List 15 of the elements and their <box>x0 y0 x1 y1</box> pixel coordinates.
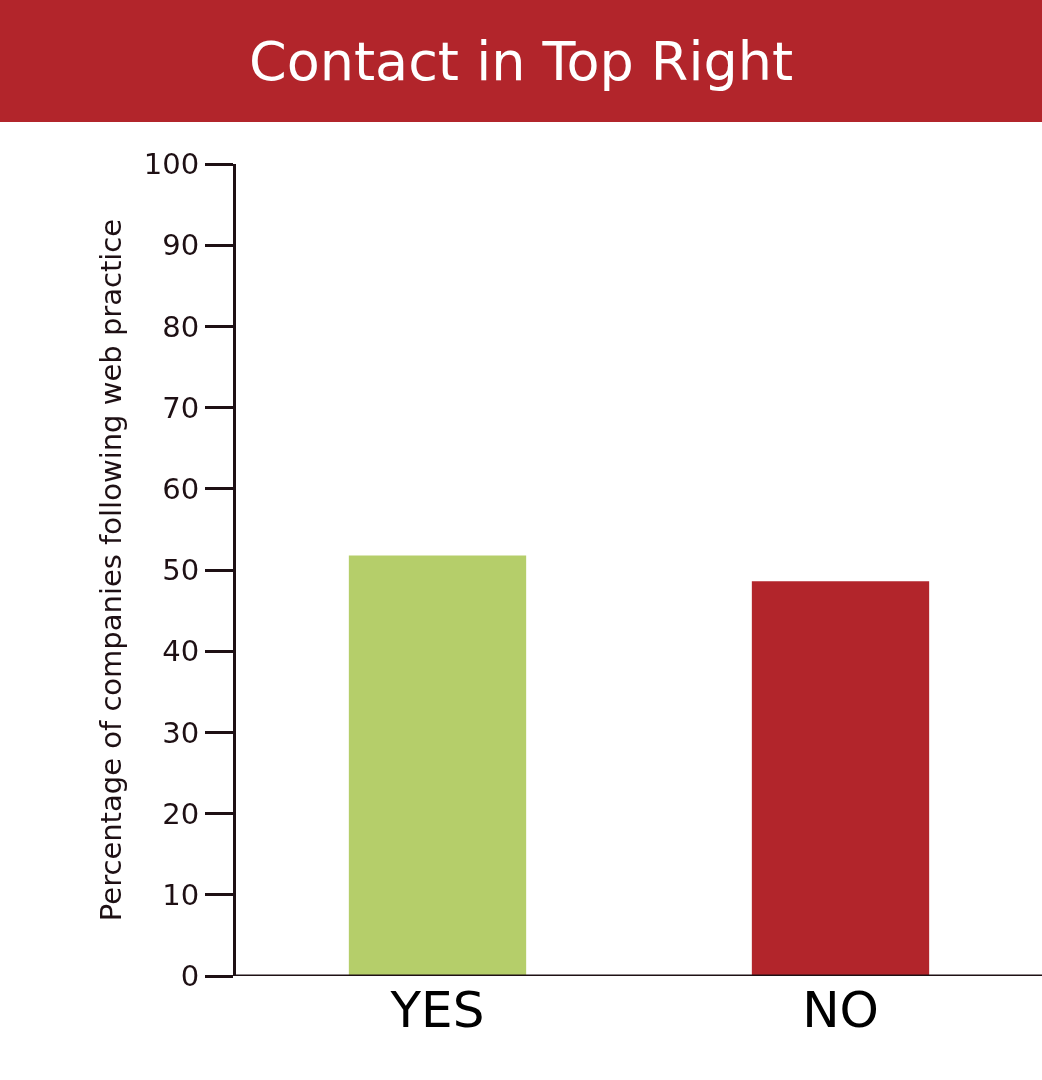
y-tick-label: 20 <box>162 796 200 831</box>
y-tick-label: 30 <box>162 715 200 750</box>
y-tick-label: 80 <box>162 309 200 344</box>
y-tick-label: 60 <box>162 471 200 506</box>
y-tick-label: 0 <box>180 959 200 994</box>
y-tick-label: 50 <box>162 553 200 588</box>
y-tick-label: 90 <box>162 228 200 263</box>
y-tick-label: 40 <box>162 634 200 669</box>
y-axis-title: Percentage of companies following web practice <box>94 218 129 922</box>
x-tick-label: NO <box>802 981 879 1039</box>
y-tick-label: 70 <box>162 390 200 425</box>
x-tick-label: YES <box>389 981 485 1039</box>
chart-title: Contact in Top Right <box>248 29 794 93</box>
y-tick-label: 100 <box>143 147 200 182</box>
y-tick-label: 10 <box>162 877 200 912</box>
